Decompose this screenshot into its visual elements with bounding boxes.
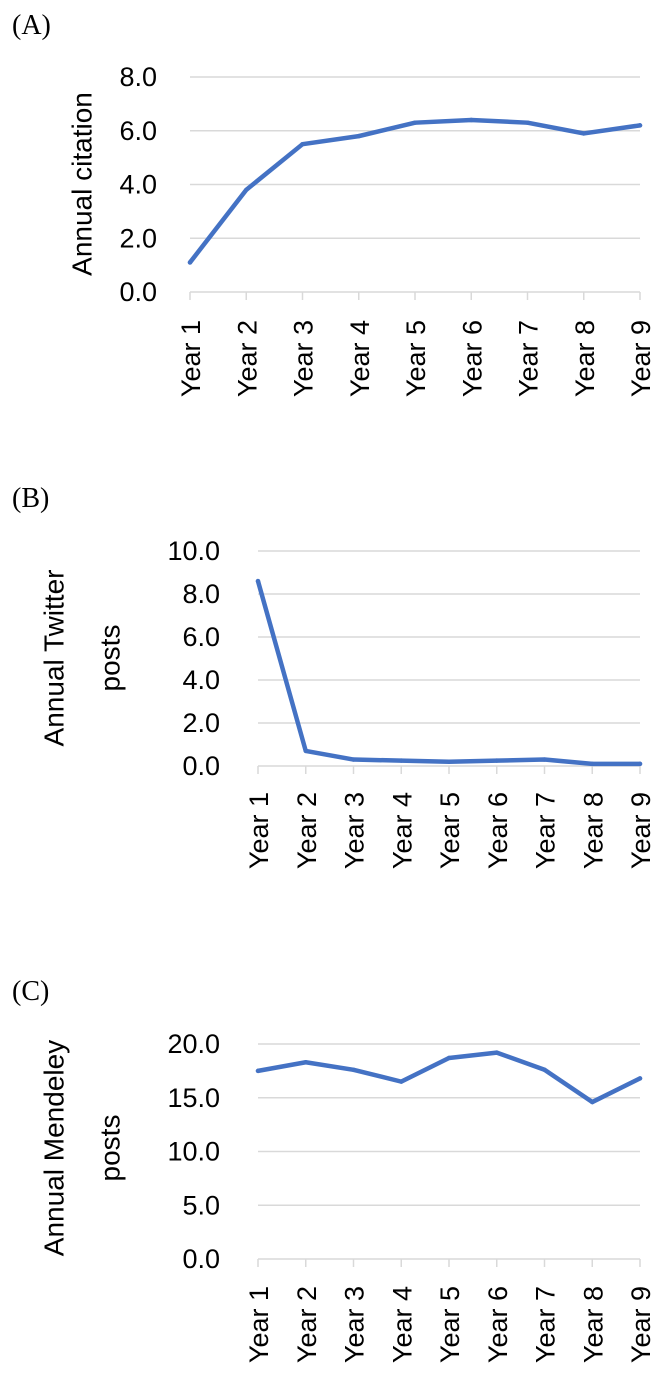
chart-panel-c: (C) 0.0 5.0 10.0 15.0 20.0 Year 1 Year 2 Year 3 Y…: [12, 976, 656, 1363]
x-tick-label: Year 4: [387, 1286, 417, 1363]
x-tick-label: Year 9: [626, 1286, 656, 1363]
y-tick-label: 0.0: [119, 277, 157, 307]
x-tick-label: Year 5: [435, 792, 465, 869]
data-point: [494, 1050, 499, 1055]
y-tick-label: 20.0: [167, 1029, 220, 1059]
y-tick-label: 2.0: [119, 223, 157, 253]
data-point: [542, 757, 547, 762]
x-tick-label: Year 3: [289, 320, 319, 397]
data-point: [412, 120, 418, 125]
x-tick-label: Year 2: [292, 1286, 322, 1363]
x-tick-label: Year 9: [626, 792, 656, 869]
y-axis-title: Annual citation: [66, 92, 97, 276]
x-tick-label: Year 3: [340, 1286, 370, 1363]
y-tick-label: 0.0: [182, 751, 220, 781]
y-tick-label: 0.0: [182, 1244, 220, 1274]
series-line: [255, 578, 643, 767]
data-point: [187, 260, 193, 265]
x-tick-label: Year 8: [578, 1286, 608, 1363]
x-tick-label: Year 5: [401, 320, 431, 397]
y-tick-label: 4.0: [119, 170, 157, 200]
x-tick-label: Year 6: [483, 1286, 513, 1363]
x-tick-label: Year 8: [578, 792, 608, 869]
y-tick-label: 6.0: [182, 622, 220, 652]
data-point: [399, 1079, 404, 1084]
data-point: [351, 1067, 356, 1073]
data-point: [637, 123, 643, 128]
y-tick-label: 5.0: [182, 1190, 220, 1220]
data-point: [581, 131, 586, 136]
data-point: [356, 133, 361, 139]
x-tick-label: Year 7: [531, 792, 561, 869]
data-point: [255, 1068, 261, 1074]
data-point: [525, 120, 530, 125]
x-tick-label: Year 1: [244, 792, 274, 869]
data-point: [255, 578, 261, 584]
y-axis-title: Annual Twitter: [38, 570, 69, 747]
chart-panel-b: (B) 0.0 2.0 4.0 6.0 8.0 10.0 Year 1 Year 2 Year 3…: [12, 483, 656, 869]
x-tick-label: Year 4: [387, 792, 417, 869]
x-tick-label: Year 2: [292, 792, 322, 869]
x-tick-label: Year 7: [514, 320, 544, 397]
data-point: [637, 1076, 643, 1081]
x-tick-label: Year 2: [232, 320, 262, 397]
y-tick-label: 2.0: [182, 708, 220, 738]
data-point: [446, 759, 452, 764]
chart-panel-a: (A) 0.0 2.0 4.0 6.0 8.0 Year 1 Year 2 Year 3 Year…: [12, 10, 656, 397]
x-tick-label: Year 9: [626, 320, 656, 397]
data-point: [590, 761, 595, 767]
x-tick-label: Year 5: [435, 1286, 465, 1363]
data-point: [303, 748, 308, 754]
series-line: [187, 117, 643, 265]
y-tick-label: 10.0: [167, 536, 220, 566]
data-point: [494, 758, 499, 763]
data-point: [351, 757, 356, 762]
data-point: [399, 758, 404, 763]
data-point: [244, 187, 249, 193]
data-point: [542, 1067, 547, 1073]
data-point: [469, 117, 474, 123]
panel-label: (B): [12, 483, 49, 514]
y-tick-label: 10.0: [167, 1137, 220, 1167]
data-point: [590, 1099, 595, 1105]
panel-label: (A): [12, 10, 51, 41]
y-axis-title: posts: [94, 1115, 125, 1182]
y-axis-title: posts: [94, 625, 125, 692]
y-tick-label: 15.0: [167, 1083, 220, 1113]
x-tick-label: Year 6: [483, 792, 513, 869]
x-tick-label: Year 1: [176, 320, 206, 397]
y-axis-title: Annual Mendeley: [38, 1040, 69, 1256]
data-point: [300, 141, 305, 147]
x-tick-label: Year 7: [531, 1286, 561, 1363]
x-tick-label: Year 1: [244, 1286, 274, 1363]
y-tick-label: 8.0: [182, 579, 220, 609]
panel-label: (C): [12, 976, 49, 1007]
x-tick-label: Year 8: [570, 320, 600, 397]
data-point: [446, 1055, 452, 1061]
y-tick-label: 4.0: [182, 665, 220, 695]
x-tick-label: Year 4: [345, 320, 375, 397]
x-tick-label: Year 3: [340, 792, 370, 869]
x-tick-label: Year 6: [457, 320, 487, 397]
y-tick-label: 8.0: [119, 62, 157, 92]
y-tick-label: 6.0: [119, 116, 157, 146]
data-point: [303, 1060, 308, 1065]
data-point: [637, 761, 643, 767]
